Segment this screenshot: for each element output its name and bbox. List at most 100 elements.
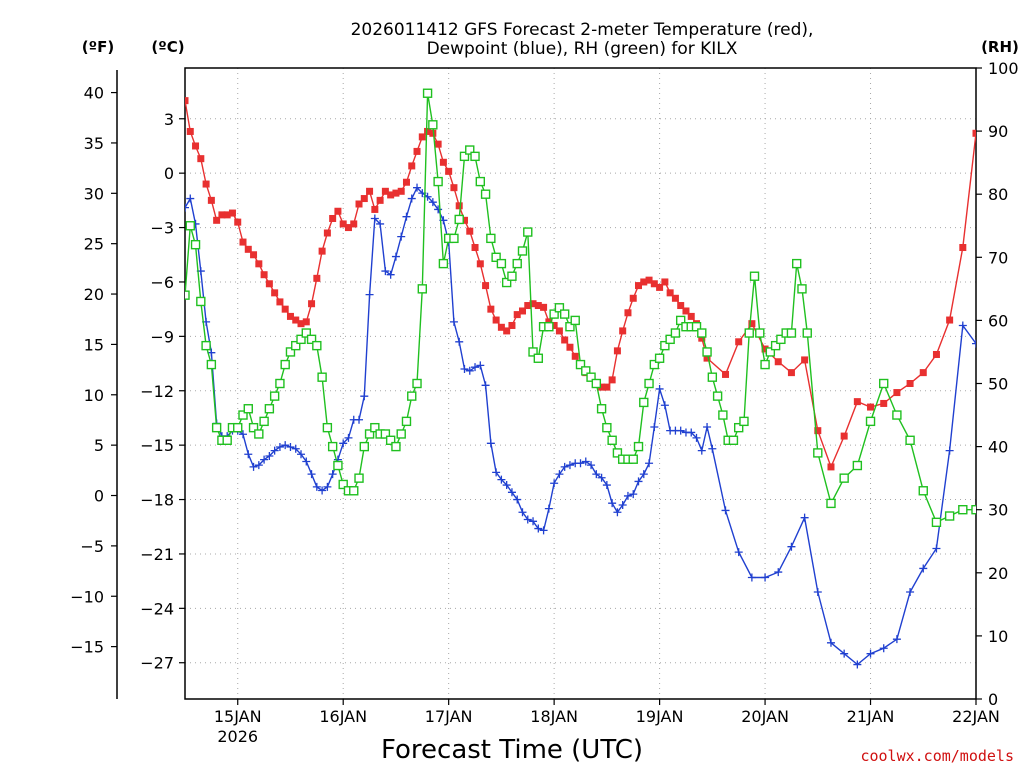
2-meter-temperature-point <box>202 180 210 188</box>
fahrenheit-axis-ticks: 40 35 30 25 20 15 10 5 0 −5 −10 −15 <box>70 84 117 657</box>
relative-humidity-point <box>523 227 533 237</box>
2-meter-temperature-point <box>376 196 384 204</box>
2-meter-temperature-point <box>371 205 379 213</box>
dewpoint-point <box>932 544 941 553</box>
dewpoint-point <box>391 252 400 261</box>
dewpoint-point <box>879 644 888 653</box>
relative-humidity-point <box>428 120 438 130</box>
relative-humidity-point <box>185 290 190 300</box>
relative-humidity-point <box>544 322 554 332</box>
dewpoint-point <box>460 364 469 373</box>
2-meter-temperature-point <box>650 280 658 288</box>
relative-humidity-point <box>707 372 718 382</box>
2-meter-temperature-point <box>366 187 374 195</box>
relative-humidity-point <box>852 460 863 471</box>
relative-humidity-point <box>591 378 602 389</box>
dewpoint-point <box>544 504 553 513</box>
dewpoint-point <box>958 321 967 330</box>
relative-humidity-point <box>749 271 760 281</box>
relative-humidity-point <box>718 410 728 420</box>
dewpoint-point <box>281 441 290 450</box>
2-meter-temperature-point <box>748 320 756 328</box>
dewpoint-point <box>497 475 506 484</box>
2-meter-temperature-point <box>687 312 695 320</box>
2-meter-temperature-point <box>524 302 532 310</box>
2-meter-temperature-point <box>801 356 809 364</box>
dewpoint-point <box>254 461 263 470</box>
relative-humidity-point <box>702 347 712 357</box>
2-meter-temperature-point <box>360 195 368 203</box>
2-meter-temperature-point <box>429 129 437 137</box>
dewpoint-point <box>853 660 862 669</box>
dewpoint-point <box>639 470 648 479</box>
relative-humidity-point <box>396 429 406 439</box>
dewpoint-point <box>645 459 654 468</box>
x-axis-label: Forecast Time (UTC) <box>381 735 643 765</box>
relative-humidity-point <box>644 378 654 389</box>
relative-humidity-point <box>776 334 786 345</box>
2-meter-temperature-point <box>186 127 194 135</box>
c-tick-label: −6 <box>150 273 174 292</box>
dewpoint-point <box>386 270 395 279</box>
relative-humidity-point <box>586 372 596 382</box>
relative-humidity-point <box>470 151 480 162</box>
dewpoint-point <box>587 461 596 470</box>
dewpoint-point <box>239 430 248 439</box>
2-meter-temperature-point <box>286 312 294 320</box>
relative-humidity-point <box>596 404 607 414</box>
dewpoint-point <box>307 470 316 479</box>
dewpoint-point <box>275 442 284 451</box>
relative-humidity-point <box>280 359 290 370</box>
c-tick-label: 3 <box>164 110 174 129</box>
relative-humidity-point <box>612 448 623 458</box>
relative-humidity-point <box>602 422 612 433</box>
dewpoint-point <box>481 381 490 390</box>
relative-humidity-point <box>275 378 285 389</box>
rh-tick-label: 0 <box>988 690 998 709</box>
dewpoint-point <box>265 452 274 461</box>
x-tick-label: 19JAN <box>636 707 684 726</box>
relative-humidity-point <box>238 410 248 420</box>
relative-humidity-point <box>944 511 955 521</box>
c-tick-label: −12 <box>140 382 174 401</box>
dewpoint-point <box>529 517 538 526</box>
f-tick-label: 25 <box>84 235 104 254</box>
relative-humidity-point <box>770 340 781 351</box>
relative-humidity-point <box>206 359 217 370</box>
relative-humidity-point <box>660 340 670 351</box>
relative-humidity-point <box>296 334 306 345</box>
dewpoint-point <box>244 450 253 459</box>
dewpoint-point <box>565 461 574 470</box>
2-meter-temperature-point <box>722 370 730 378</box>
relative-humidity-point <box>559 309 570 319</box>
dewpoint-point <box>344 433 353 442</box>
relative-humidity-point <box>480 189 491 199</box>
2-meter-temperature-point <box>471 244 479 252</box>
f-tick-label: 35 <box>84 134 104 153</box>
relative-humidity-point <box>196 296 206 307</box>
relative-humidity-point <box>533 353 544 363</box>
dewpoint-point <box>376 219 385 228</box>
2-meter-temperature-point <box>571 352 579 360</box>
dewpoint-point <box>297 450 306 459</box>
dewpoint-point <box>355 415 364 424</box>
2-meter-temperature-point <box>218 211 226 219</box>
2-meter-temperature-point <box>545 318 553 326</box>
2-meter-temperature-point <box>381 187 389 195</box>
f-tick-label: 40 <box>84 84 104 103</box>
2-meter-temperature-point <box>550 321 558 329</box>
relative-humidity-point <box>269 391 280 401</box>
2-meter-temperature-point <box>840 432 848 440</box>
relative-humidity-point <box>802 328 812 338</box>
dewpoint-point <box>486 439 495 448</box>
dewpoint-point <box>597 473 606 482</box>
dewpoint-point <box>523 515 532 524</box>
dewpoint-point <box>576 459 585 468</box>
relative-humidity-point <box>755 328 765 338</box>
2-meter-temperature-point <box>518 307 526 315</box>
relative-humidity-point <box>211 422 222 433</box>
dewpoint-point <box>507 488 516 497</box>
dewpoint-point <box>560 462 569 471</box>
